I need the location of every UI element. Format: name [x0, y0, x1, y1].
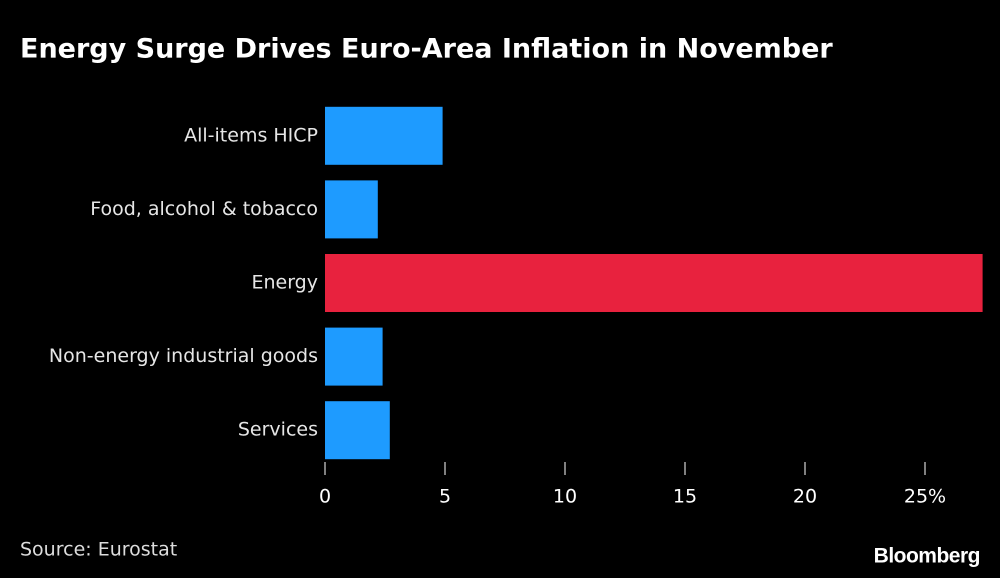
y-tick-label: Food, alcohol & tobacco	[90, 198, 318, 220]
x-tick-label: 15	[673, 486, 697, 508]
y-tick-label: Energy	[251, 272, 318, 294]
brand: Bloomberg	[874, 545, 980, 568]
bar	[325, 180, 378, 239]
x-tick-label: 10	[553, 486, 577, 508]
x-tick-label: 5	[439, 486, 451, 508]
y-tick-label: All-items HICP	[184, 124, 318, 146]
bar	[325, 401, 390, 460]
bar	[325, 327, 383, 386]
y-tick-label: Non-energy industrial goods	[49, 345, 318, 367]
x-tick-label: 25%	[904, 486, 946, 508]
source: Source: Eurostat	[20, 539, 177, 561]
x-tick-label: 20	[793, 486, 817, 508]
chart-title: Energy Surge Drives Euro-Area Inflation …	[20, 34, 833, 65]
y-tick-label: Services	[238, 419, 318, 441]
bar	[325, 106, 443, 165]
x-tick-label: 0	[319, 486, 331, 508]
bar	[325, 254, 983, 312]
